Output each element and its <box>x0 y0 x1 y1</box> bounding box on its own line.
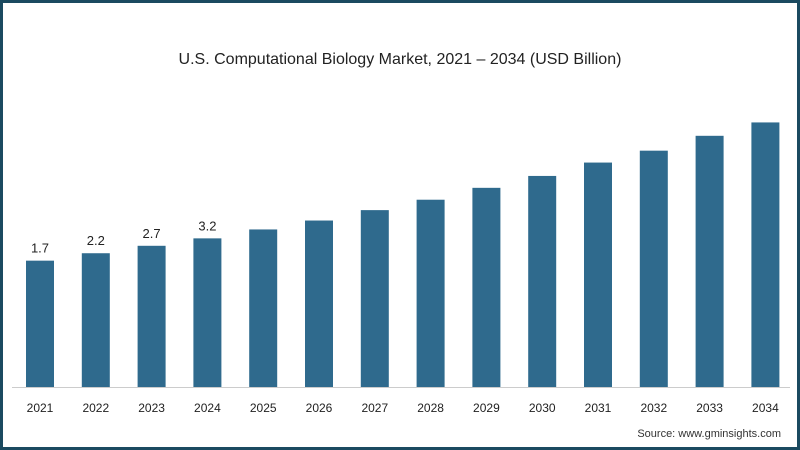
bar-2025 <box>249 229 278 387</box>
x-tick-label: 2032 <box>640 401 667 415</box>
x-tick-label: 2025 <box>250 401 277 415</box>
bar-2030 <box>528 175 557 387</box>
x-tick-label: 2028 <box>417 401 444 415</box>
x-tick-label: 2033 <box>696 401 723 415</box>
data-label: 3.2 <box>198 218 216 233</box>
bar-2023 <box>137 245 166 387</box>
x-tick-label: 2030 <box>529 401 556 415</box>
x-tick-label: 2034 <box>752 401 779 415</box>
x-tick-label: 2022 <box>82 401 109 415</box>
bar-2026 <box>305 220 333 387</box>
x-tick-label: 2029 <box>473 401 500 415</box>
chart-title: U.S. Computational Biology Market, 2021 … <box>179 51 622 68</box>
bar-2028 <box>416 199 445 387</box>
x-tick-label: 2024 <box>194 401 221 415</box>
bar-2034 <box>751 122 780 387</box>
data-label: 1.7 <box>31 241 49 256</box>
data-label: 2.2 <box>87 233 105 248</box>
bar-2021 <box>26 260 54 387</box>
bar-2032 <box>639 150 668 387</box>
bar-2027 <box>360 210 389 387</box>
bar-2029 <box>472 187 501 387</box>
x-tick-label: 2021 <box>27 401 54 415</box>
bar-2024 <box>193 238 222 387</box>
bar-2031 <box>584 162 612 387</box>
bar-2022 <box>81 253 110 387</box>
x-tick-label: 2027 <box>361 401 388 415</box>
x-tick-label: 2026 <box>306 401 333 415</box>
x-tick-label: 2031 <box>585 401 612 415</box>
source-note: Source: www.gminsights.com <box>637 428 781 440</box>
bar-2033 <box>695 135 724 387</box>
x-tick-label: 2023 <box>138 401 165 415</box>
data-label: 2.7 <box>143 226 161 241</box>
